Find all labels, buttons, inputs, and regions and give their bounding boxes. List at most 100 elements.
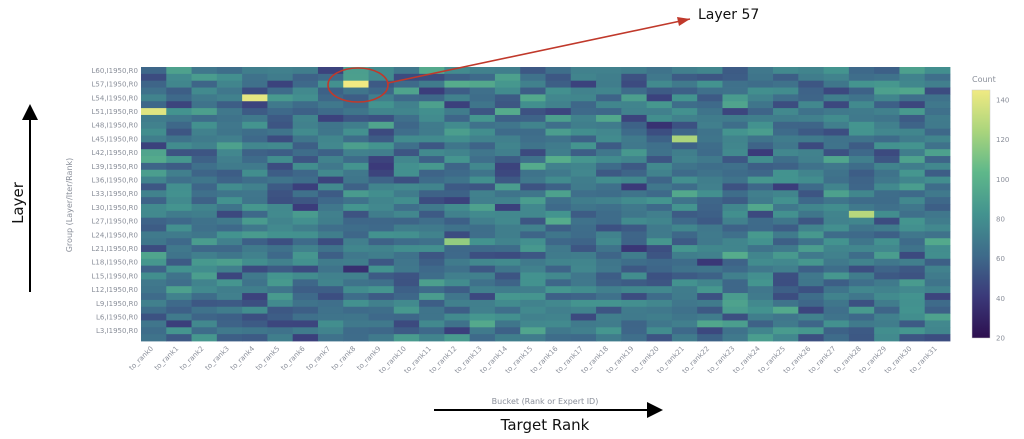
heatmap-cell <box>368 258 395 267</box>
heatmap-cell <box>874 299 900 308</box>
heatmap-cell <box>292 149 319 157</box>
heatmap-cell <box>520 265 546 273</box>
heatmap-cell <box>242 190 268 198</box>
heatmap-cell <box>722 190 749 198</box>
heatmap-cell <box>520 279 546 287</box>
heatmap-cell <box>646 238 673 246</box>
heatmap-cell <box>899 272 926 280</box>
heatmap-cell <box>216 238 243 246</box>
heatmap-cell <box>773 142 799 150</box>
heatmap-cell <box>292 245 319 253</box>
heatmap-cell <box>874 313 900 321</box>
heatmap-cell <box>722 162 749 171</box>
heatmap-cell <box>924 67 951 75</box>
heatmap-cell <box>469 279 496 287</box>
heatmap-cell <box>646 258 673 267</box>
x-tick-label: to_rank0 <box>128 345 155 372</box>
heatmap-cell <box>545 162 572 171</box>
heatmap-cell <box>773 204 799 212</box>
heatmap-cell <box>722 149 749 157</box>
heatmap-cell <box>646 231 673 239</box>
heatmap-cell <box>773 80 799 88</box>
heatmap-cell <box>924 114 951 123</box>
heatmap-cell <box>494 279 521 287</box>
heatmap-cell <box>722 176 749 184</box>
heatmap-cell <box>848 67 875 75</box>
heatmap-cell <box>242 197 268 205</box>
heatmap-cell <box>899 204 926 212</box>
heatmap-cell <box>292 162 319 171</box>
heatmap-cell <box>545 258 572 267</box>
heatmap-cell <box>798 114 824 123</box>
heatmap-cell <box>899 320 926 328</box>
heatmap-cell <box>596 272 622 280</box>
heatmap-cell <box>368 224 395 232</box>
heatmap-cell <box>317 279 344 287</box>
heatmap-cell <box>621 313 648 321</box>
heatmap-cell <box>823 231 850 239</box>
heatmap-cell <box>343 114 369 123</box>
heatmap-cell <box>444 279 471 287</box>
heatmap-cell <box>570 149 597 157</box>
heatmap-cell <box>924 279 951 287</box>
heatmap-cell <box>393 80 420 88</box>
heatmap-cell <box>343 87 369 95</box>
heatmap-cell <box>343 101 369 109</box>
heatmap-cell <box>419 108 445 116</box>
heatmap-cell <box>368 231 395 239</box>
heatmap-cell <box>722 204 749 212</box>
heatmap-cell <box>141 183 167 191</box>
heatmap-cell <box>899 210 926 219</box>
heatmap-cell <box>621 320 648 328</box>
heatmap-cell <box>848 121 875 130</box>
heatmap-cell <box>368 156 395 164</box>
heatmap-cell <box>798 101 824 109</box>
heatmap-cell <box>671 94 698 102</box>
heatmap-cell <box>393 101 420 109</box>
heatmap-cell <box>292 114 319 123</box>
heatmap-cell <box>317 162 344 171</box>
heatmap-cell <box>848 313 875 321</box>
heatmap-cell <box>823 108 850 116</box>
heatmap-cell <box>747 251 774 260</box>
heatmap-cell <box>646 183 673 191</box>
heatmap-cell <box>166 80 192 88</box>
heatmap-cell <box>166 299 192 308</box>
heatmap-cell <box>697 251 723 260</box>
heatmap-cell <box>722 313 749 321</box>
heatmap-cell <box>646 169 673 177</box>
heatmap-cell <box>848 183 875 191</box>
heatmap-cell <box>267 320 294 328</box>
heatmap-cell <box>520 176 546 184</box>
colorbar: Count 20 40 60 80 100 120 140 <box>971 75 1009 343</box>
heatmap-cell <box>444 176 471 184</box>
heatmap-cell <box>393 190 420 198</box>
heatmap-cell <box>141 217 167 225</box>
heatmap-cell <box>242 176 268 184</box>
heatmap-cell <box>343 327 369 335</box>
heatmap-cell <box>570 320 597 328</box>
heatmap-cell <box>722 327 749 335</box>
heatmap-cell <box>141 162 167 171</box>
heatmap-cell <box>166 94 192 102</box>
heatmap-cell <box>242 293 268 301</box>
heatmap-cell <box>874 94 900 102</box>
heatmap-cell <box>393 108 420 116</box>
y-tick-labels: L60,I1950,R0 L57,I1950,R0 L54,I1950,R0 L51,… <box>92 67 138 335</box>
heatmap-cell <box>317 142 344 150</box>
heatmap-cell <box>444 265 471 273</box>
heatmap-cell <box>419 94 445 102</box>
heatmap-cell <box>621 245 648 253</box>
heatmap-cell <box>697 204 723 212</box>
heatmap-cell <box>292 272 319 280</box>
y-tick-label: L51,I1950,R0 <box>92 108 138 116</box>
heatmap-cell <box>596 142 622 150</box>
heatmap-cell <box>646 114 673 123</box>
heatmap-cell <box>621 121 648 130</box>
heatmap-cell <box>848 149 875 157</box>
heatmap-cell <box>570 272 597 280</box>
heatmap-cell <box>368 306 395 314</box>
heatmap-cell <box>393 87 420 95</box>
heatmap-cell <box>191 327 218 335</box>
heatmap-cell <box>520 135 546 143</box>
